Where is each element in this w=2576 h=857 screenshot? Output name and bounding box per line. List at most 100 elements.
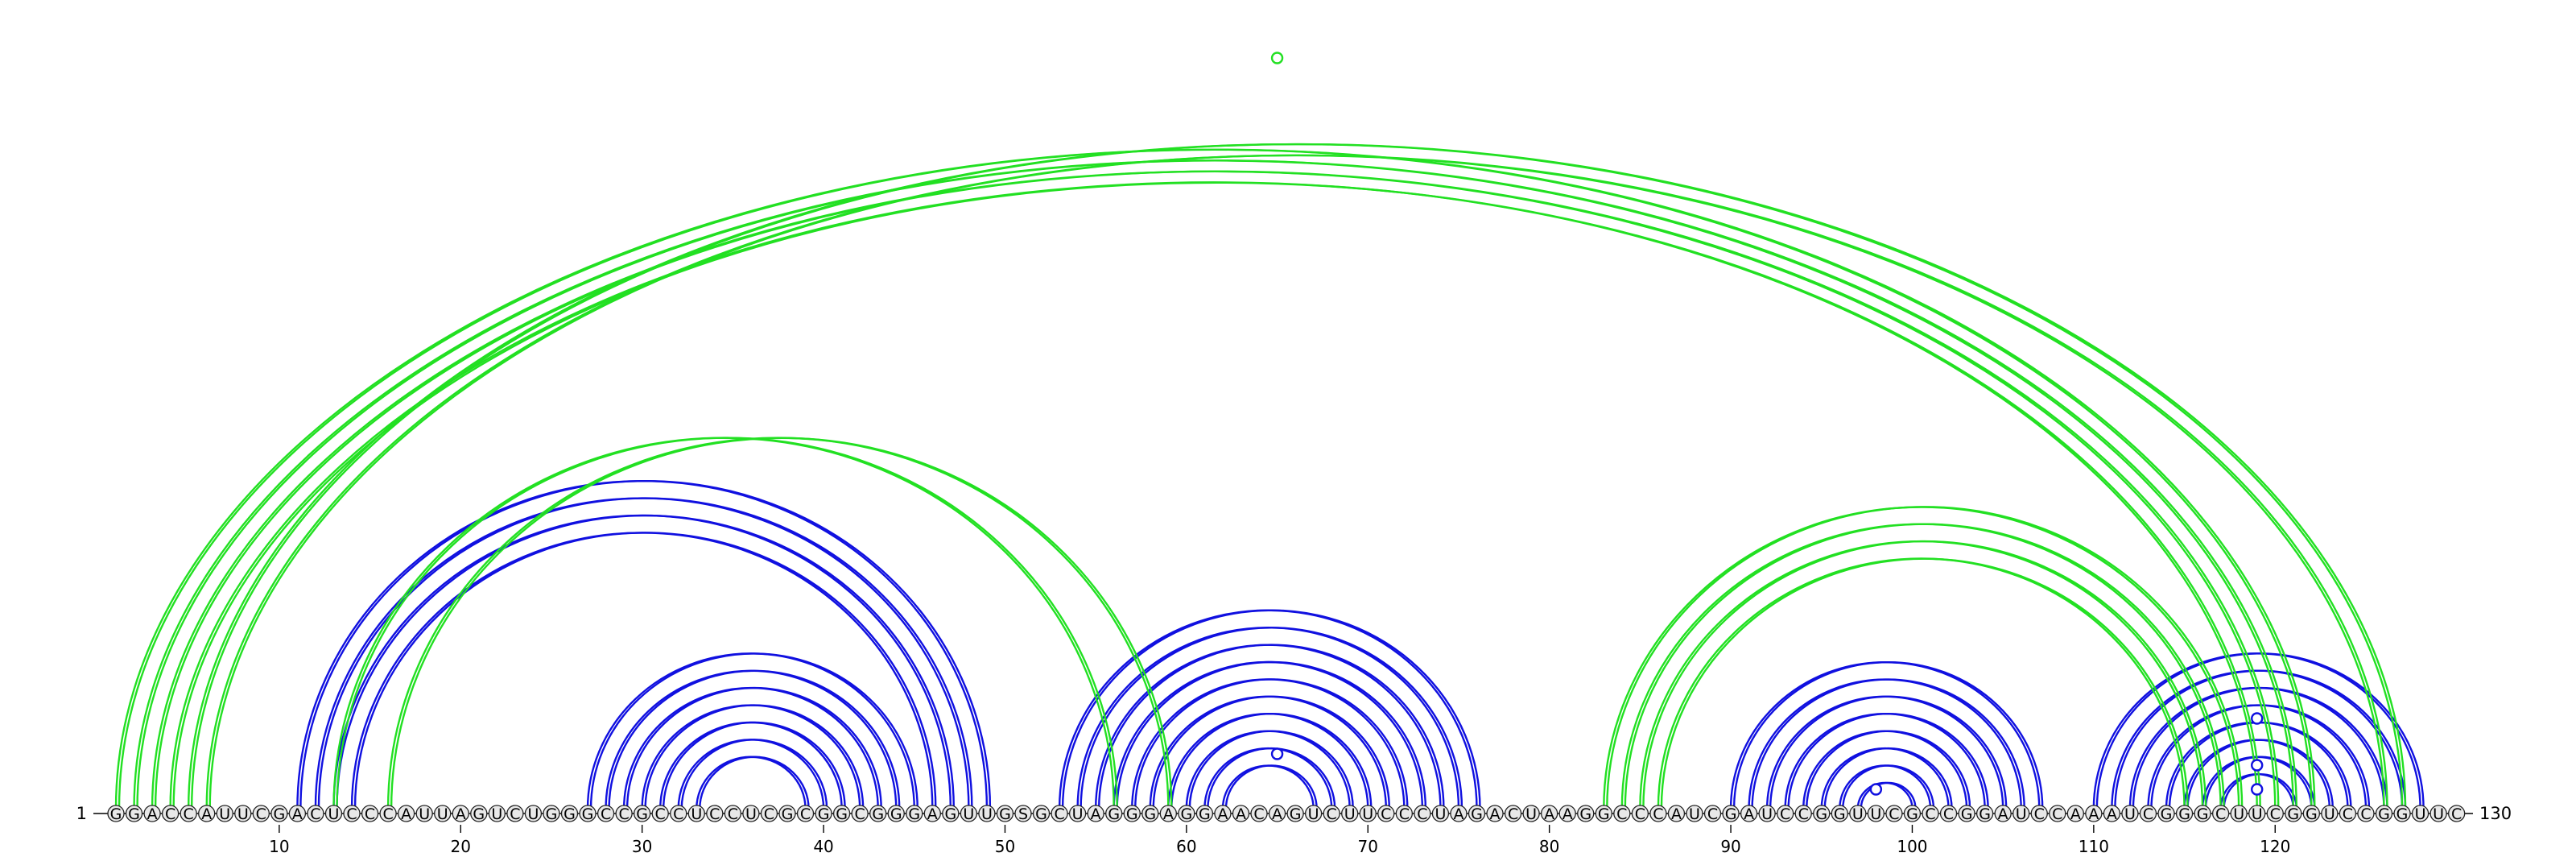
nucleotide-circle xyxy=(760,805,778,822)
nucleotide-circle xyxy=(2157,805,2175,822)
inner-pair-arc xyxy=(296,480,989,809)
nucleotide-circle xyxy=(1431,805,1450,822)
nucleotide-circle xyxy=(1232,805,1250,822)
inner-pair-arc xyxy=(1823,747,1953,809)
axis-tick-label: 20 xyxy=(451,837,471,856)
nucleotide: C xyxy=(724,805,742,823)
nucleotide-letter: G xyxy=(1199,805,1211,823)
nucleotide-letter: U xyxy=(2233,805,2244,823)
nucleotide-circle xyxy=(2321,805,2339,822)
nucleotide: C xyxy=(2139,805,2157,823)
nucleotide-letter: U xyxy=(981,805,993,823)
nucleotide: C xyxy=(180,805,197,823)
inner-pair-arc xyxy=(1224,764,1318,809)
nucleotide-letter: U xyxy=(1689,805,1700,823)
nucleotide-letter: C xyxy=(1381,805,1391,823)
nucleotide: U xyxy=(960,805,978,823)
nucleotide: G xyxy=(996,805,1014,823)
nucleotide: G xyxy=(887,805,905,823)
nucleotide: U xyxy=(1849,805,1867,823)
nucleotide-letter: U xyxy=(1435,805,1446,823)
nucleotide-letter: U xyxy=(1308,805,1319,823)
nucleotide-letter: A xyxy=(1217,805,1228,823)
axis-tick-label: 90 xyxy=(1720,837,1740,856)
nucleotide-letter: G xyxy=(1961,805,1973,823)
nucleotide: C xyxy=(2339,805,2357,823)
nucleotide-letter: U xyxy=(219,805,230,823)
nucleotide: G xyxy=(1032,805,1051,823)
axis-tick-label: 70 xyxy=(1358,837,1378,856)
outer-pair-arc xyxy=(118,148,2316,809)
nucleotide-circle xyxy=(1250,805,1268,822)
nucleotide: U xyxy=(978,805,996,823)
nucleotide: C xyxy=(343,805,361,823)
nucleotide: A xyxy=(2066,805,2084,823)
nucleotide: U xyxy=(1341,805,1359,823)
inner-pair-arc xyxy=(1185,730,1351,809)
outer-pair-arc xyxy=(386,437,1170,809)
nucleotide: C xyxy=(161,805,180,823)
nucleotide: C xyxy=(670,805,687,823)
nucleotide-letter: U xyxy=(2124,805,2136,823)
nucleotide: C xyxy=(2266,805,2284,823)
nucleotide: G xyxy=(1577,805,1595,823)
nucleotide-circle xyxy=(815,805,832,822)
nucleotide: A xyxy=(1159,805,1177,823)
nucleotide: C xyxy=(361,805,379,823)
nucleotide: A xyxy=(1087,805,1104,823)
nucleotide: G xyxy=(470,805,488,823)
outer-pair-arc xyxy=(208,154,2388,809)
nucleotide-circle xyxy=(2121,805,2139,822)
nucleotide-circle xyxy=(1667,805,1686,822)
nucleotide-circle xyxy=(1613,805,1631,822)
nucleotide-circle xyxy=(143,805,161,822)
nucleotide: G xyxy=(2393,805,2411,823)
nucleotide: G xyxy=(832,805,851,823)
nucleotide-circle xyxy=(634,805,651,822)
inner-pair-arc xyxy=(1167,713,1369,809)
nucleotide: G xyxy=(869,805,887,823)
nucleotide-letter: U xyxy=(745,805,757,823)
nucleotide: G xyxy=(543,805,560,823)
nucleotide-circle xyxy=(2030,805,2048,822)
nucleotide: G xyxy=(2157,805,2175,823)
nucleotide-letter: C xyxy=(1889,805,1899,823)
nucleotide: A xyxy=(452,805,469,823)
nucleotide: A xyxy=(2103,805,2121,823)
nucleotide-letter: C xyxy=(800,805,811,823)
nucleotide: C xyxy=(2030,805,2048,823)
axis-tick-label: 60 xyxy=(1176,837,1196,856)
nucleotide-circle xyxy=(270,805,288,822)
nucleotide-letter: C xyxy=(2360,805,2371,823)
nucleotide: G xyxy=(2285,805,2302,823)
nucleotide-circle xyxy=(324,805,343,822)
nucleotide-circle xyxy=(1141,805,1159,822)
nucleotide-circle xyxy=(488,805,506,822)
nucleotide-circle xyxy=(1468,805,1486,822)
nucleotide-circle xyxy=(742,805,760,822)
nucleotide-letter: G xyxy=(1180,805,1192,823)
nucleotide-letter: G xyxy=(1290,805,1302,823)
nucleotide-circle xyxy=(1922,805,1939,822)
nucleotide-circle xyxy=(125,805,143,822)
nucleotide-letter: A xyxy=(1744,805,1754,823)
nucleotide-circle xyxy=(906,805,923,822)
nucleotide: U xyxy=(1431,805,1450,823)
nucleotide: C xyxy=(1777,805,1794,823)
inner-pair-arc xyxy=(1188,730,1354,809)
nucleotide-letter: A xyxy=(2088,805,2099,823)
nucleotide-letter: C xyxy=(2270,805,2281,823)
nucleotide-letter: U xyxy=(2433,805,2444,823)
nucleotide-letter: U xyxy=(1852,805,1864,823)
inner-pair-arc xyxy=(1784,713,1986,809)
nucleotide: G xyxy=(1468,805,1486,823)
outer-pair-arc xyxy=(1624,523,2225,809)
nucleotide: C xyxy=(252,805,270,823)
inner-pair-arc xyxy=(586,652,915,809)
outer-pair-arc xyxy=(151,170,2277,809)
nucleotide: G xyxy=(906,805,923,823)
nucleotide-circle xyxy=(2049,805,2066,822)
nucleotide: A xyxy=(1232,805,1250,823)
nucleotide-letter: C xyxy=(655,805,666,823)
